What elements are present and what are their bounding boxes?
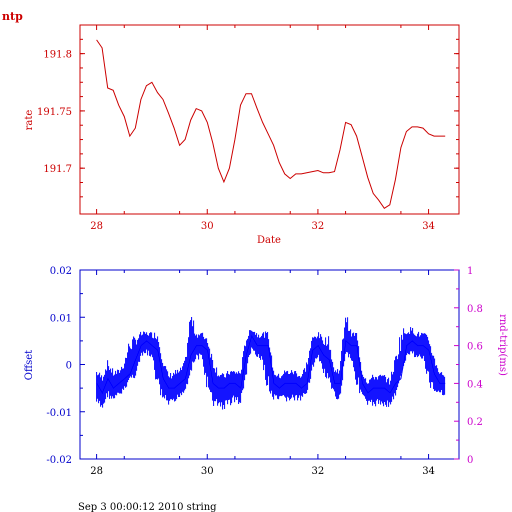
offset-y-tick-label-2: 0 [66,361,72,372]
rate-y-tick-label-1: 191.75 [37,107,72,118]
offset-y-tick-label-4: 0.02 [50,266,72,277]
rate-ticks: 28 30 32 34 191.7 191.75 191.8 [37,24,459,232]
rtt-y-tick-label-3: 0.6 [467,342,483,353]
rate-x-tick-label-3: 34 [422,221,435,232]
offset-x-tick-label-2: 32 [312,466,325,477]
rate-x-tick-label-1: 30 [201,221,214,232]
offset-ticks: 28 30 32 34 -0.02 -0.01 0 0.01 0.02 0 0.2 0.4 0.6 0.8… [46,266,483,477]
rate-y-tick-label-0: 191.7 [43,164,72,175]
offset-x-tick-label-3: 34 [422,466,435,477]
rtt-y-tick-label-5: 1 [467,266,473,277]
rtt-y-axis-label: rnd-trip(ms) [497,314,508,376]
offset-x-tick-label-0: 28 [90,466,103,477]
offset-y-tick-label-3: 0.01 [50,313,72,324]
rtt-y-tick-label-4: 0.8 [467,304,483,315]
offset-y-tick-label-0: -0.02 [46,455,72,466]
offset-y-tick-label-1: -0.01 [46,408,72,419]
rtt-y-tick-label-0: 0 [467,455,473,466]
rate-y-tick-label-2: 191.8 [43,50,72,61]
footer-timestamp: Sep 3 00:00:12 2010 string [78,502,217,512]
rate-x-tick-label-0: 28 [90,221,103,232]
offset-x-tick-label-1: 30 [201,466,214,477]
rate-x-tick-label-2: 32 [312,221,325,232]
offset-series [96,317,446,410]
top-label: ntp [2,10,23,23]
rtt-y-tick-label-2: 0.4 [467,379,483,390]
rate-y-axis-label: rate [24,110,35,131]
rate-plot-frame [79,24,460,215]
rate-series-line [96,39,446,209]
rate-x-axis-label: Date [257,235,281,246]
offset-y-axis-label: Offset [24,350,35,380]
offset-series-line [96,334,446,395]
rtt-y-tick-label-1: 0.2 [467,417,483,428]
